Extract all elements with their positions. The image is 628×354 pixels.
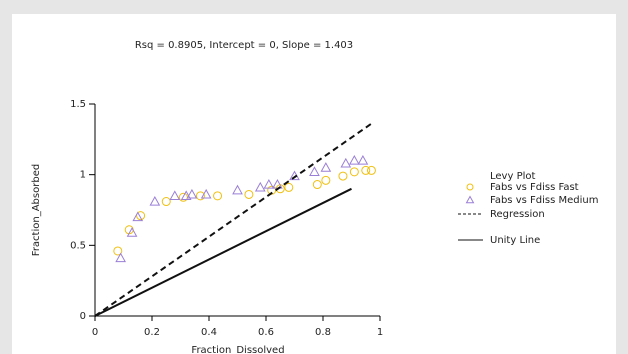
y-tick-label: 0.5: [70, 240, 86, 251]
point: [115, 252, 126, 263]
point: [349, 155, 360, 165]
legend-label: Regression: [490, 209, 545, 220]
point: [340, 157, 352, 168]
point: [320, 162, 332, 172]
x-tick-label: 0: [92, 327, 98, 338]
point: [254, 181, 266, 192]
chart-panel: [12, 14, 616, 354]
legend-title: Levy Plot: [490, 171, 535, 182]
x-tick-label: 0.4: [201, 327, 217, 338]
line: [94, 122, 373, 317]
legend-symbol: [466, 183, 474, 191]
point: [349, 167, 359, 177]
point: [149, 195, 161, 206]
point: [263, 179, 275, 189]
y-axis-label: Fraction_Absorbed: [31, 164, 42, 256]
point: [361, 165, 371, 175]
point: [195, 191, 205, 201]
x-tick-label: 0.8: [315, 327, 331, 338]
x-tick-label: 0.6: [258, 327, 274, 338]
point: [232, 184, 243, 195]
x-tick-label: 1: [377, 327, 383, 338]
point: [289, 170, 300, 181]
chart-title: Rsq = 0.8905, Intercept = 0, Slope = 1.4…: [135, 40, 353, 51]
point: [338, 171, 348, 181]
y-tick-label: 0: [80, 311, 86, 322]
legend-label: Fabs vs Fdiss Medium: [490, 195, 598, 206]
legend-label: Unity Line: [490, 235, 540, 246]
y-tick-label: 1.5: [70, 99, 86, 110]
y-tick-label: 1: [80, 170, 86, 181]
point: [213, 191, 223, 201]
point: [200, 188, 212, 199]
point: [366, 165, 376, 175]
point: [113, 246, 123, 256]
point: [312, 180, 322, 190]
legend-label: Fabs vs Fdiss Fast: [490, 182, 579, 193]
legend-symbol: [465, 195, 475, 204]
point: [357, 155, 369, 165]
point: [186, 188, 198, 199]
line: [94, 187, 352, 317]
point: [161, 197, 171, 207]
point: [309, 166, 320, 176]
x-axis-label: Fraction_Dissolved: [191, 345, 284, 354]
point: [244, 189, 254, 199]
point: [169, 190, 181, 200]
x-tick-label: 0.2: [144, 327, 160, 338]
point: [284, 182, 294, 192]
point: [132, 211, 144, 222]
point: [321, 175, 331, 185]
point: [126, 227, 138, 237]
